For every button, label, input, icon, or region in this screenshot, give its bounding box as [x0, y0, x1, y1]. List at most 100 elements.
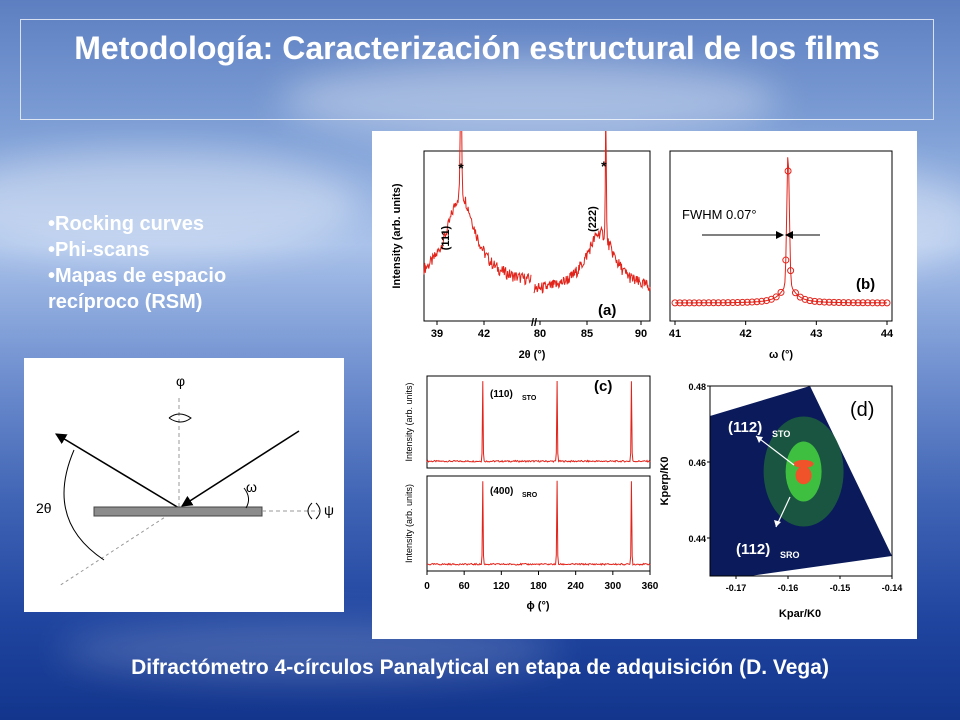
phi-label: φ — [176, 373, 185, 389]
panel-b-data-point — [729, 299, 737, 307]
panel-d-spot-sro — [795, 466, 812, 485]
psi-label: ψ — [324, 502, 334, 518]
panel-b-frame — [669, 150, 893, 322]
panel-b-data-point — [753, 298, 761, 306]
incident-beam — [181, 430, 300, 507]
panel-c-series-label: (110) — [490, 389, 513, 400]
panel-b-data-point — [685, 299, 693, 307]
panel-a-axis-break: // — [531, 317, 537, 329]
panel-b-data-point — [690, 299, 698, 307]
panel-c-tick-label: 120 — [493, 581, 510, 592]
title-frame — [20, 19, 934, 120]
panel-d-spot-sub: STO — [772, 429, 790, 439]
panel-a-tag: (a) — [598, 302, 616, 319]
xrd-panels: Intensity (arb. units) 2θ (°) 39 42 80 85 90 //… — [372, 64, 917, 639]
panel-a-tick-label: 85 — [581, 328, 593, 340]
diffractometer-diagram: φ ω 2θ ψ — [24, 358, 344, 612]
psi-rotation-icon — [307, 502, 321, 520]
panel-b-tick-label: 41 — [669, 328, 681, 340]
panel-b-data-point — [791, 289, 799, 297]
panel-a-tick-label: 39 — [431, 328, 443, 340]
panel-c-xlabel: ϕ (°) — [526, 600, 549, 612]
diffracted-beam — [55, 433, 180, 509]
panel-d-spot-label: (112) — [736, 541, 770, 558]
panel-b-data-point — [763, 297, 771, 305]
panel-b-xlabel: ω (°) — [769, 349, 793, 361]
slide-title: Metodología: Caracterización estructural… — [74, 30, 880, 66]
panel-b-data-point — [844, 299, 852, 307]
panel-c-tick-label: 180 — [530, 581, 547, 592]
bullet-rocking-curves: Rocking curves — [48, 211, 288, 237]
panel-b-data-point — [676, 299, 684, 307]
panel-c-tick-label: 240 — [567, 581, 584, 592]
panel-d-xlabel: Kpar/K0 — [779, 608, 821, 620]
panel-b-data-point — [873, 299, 881, 307]
two-theta-label: 2θ — [36, 500, 52, 516]
panel-b-data-point — [724, 299, 732, 307]
panel-a-peak-marker: * — [601, 158, 607, 174]
panel-b-tick-label: 42 — [740, 328, 752, 340]
panel-b-data-point — [820, 298, 828, 306]
panel-a-frame — [423, 150, 651, 322]
sample-stage — [93, 506, 263, 517]
panel-d-tick-label: -0.17 — [726, 583, 747, 593]
panel-b-data-point — [801, 295, 809, 303]
panel-d-pointer-sto — [755, 435, 795, 466]
panel-d-ylabel: Kperp/K0 — [659, 457, 671, 506]
panel-d-pointer-head — [756, 436, 763, 443]
panel-b-tick-label: 43 — [810, 328, 822, 340]
panel-b-data-point — [849, 299, 857, 307]
panel-b-data-point — [825, 298, 833, 306]
panel-b-data-point — [878, 299, 886, 307]
panel-c-frame — [426, 375, 651, 469]
panel-d-tick-label: -0.14 — [882, 583, 903, 593]
panel-b-data-point — [719, 299, 727, 307]
panel-d-spot-sub: SRO — [780, 550, 800, 560]
bullet-rsm: Mapas de espacio recíproco (RSM) — [48, 263, 288, 315]
panel-c-tag: (c) — [594, 378, 612, 395]
panel-b-data-point — [772, 293, 780, 301]
panel-b-data-point — [840, 299, 848, 307]
panel-c-tick-label: 360 — [642, 581, 659, 592]
panel-b-data-point — [859, 299, 867, 307]
panel-b-data-point — [835, 299, 843, 307]
panel-c-trace — [426, 380, 651, 463]
panel-b-data-point — [806, 297, 814, 305]
omega-arc — [243, 487, 250, 509]
panel-a-tick-label: 42 — [478, 328, 490, 340]
panel-d-tick-label: 0.46 — [688, 458, 706, 468]
panel-c-tick-label: 60 — [459, 581, 471, 592]
panel-c-series-sub: STO — [522, 395, 537, 402]
panel-b-fwhm-label: FWHM 0.07° — [682, 207, 757, 222]
panel-b-data-point — [710, 299, 718, 307]
panel-b-data-point — [854, 299, 862, 307]
panel-a-peak-marker: * — [458, 160, 464, 176]
panel-b-data-point — [883, 299, 891, 307]
bullet-phi-scans: Phi-scans — [48, 237, 288, 263]
panel-d-spot-label: (112) — [728, 419, 762, 436]
panel-b-data-point — [777, 288, 785, 296]
panel-d-tick-label: 0.48 — [688, 382, 706, 392]
geometry-svg: φ ω 2θ ψ — [36, 373, 334, 587]
slide-caption: Difractómetro 4-círculos Panalytical en … — [131, 656, 829, 679]
panel-b-tag: (b) — [856, 276, 875, 293]
panel-b-data-point — [695, 299, 703, 307]
panel-b-data-point — [671, 299, 679, 307]
panel-b-arrowhead — [776, 231, 784, 239]
panel-c-tick-label: 0 — [424, 581, 430, 592]
panel-b-data-point — [830, 298, 838, 306]
panel-c-ylabel: Intensity (arb. units) — [404, 484, 414, 563]
panel-b-data-point — [784, 167, 792, 175]
omega-label: ω — [246, 479, 257, 495]
panel-b-data-point — [864, 299, 872, 307]
panel-b-data-point — [714, 299, 722, 307]
two-theta-arc — [63, 449, 105, 561]
method-list: Rocking curves Phi-scans Mapas de espaci… — [48, 211, 288, 315]
bullet-rsm-text: Mapas de espacio recíproco (RSM) — [48, 265, 227, 313]
panel-d-tag: (d) — [850, 399, 874, 421]
panel-b-data-point — [700, 299, 708, 307]
panel-b-data-point — [811, 297, 819, 305]
panel-b-tick-label: 44 — [881, 328, 894, 340]
panel-a-peak-label: (111) — [440, 225, 452, 250]
panel-d-pointer-head — [774, 520, 781, 527]
